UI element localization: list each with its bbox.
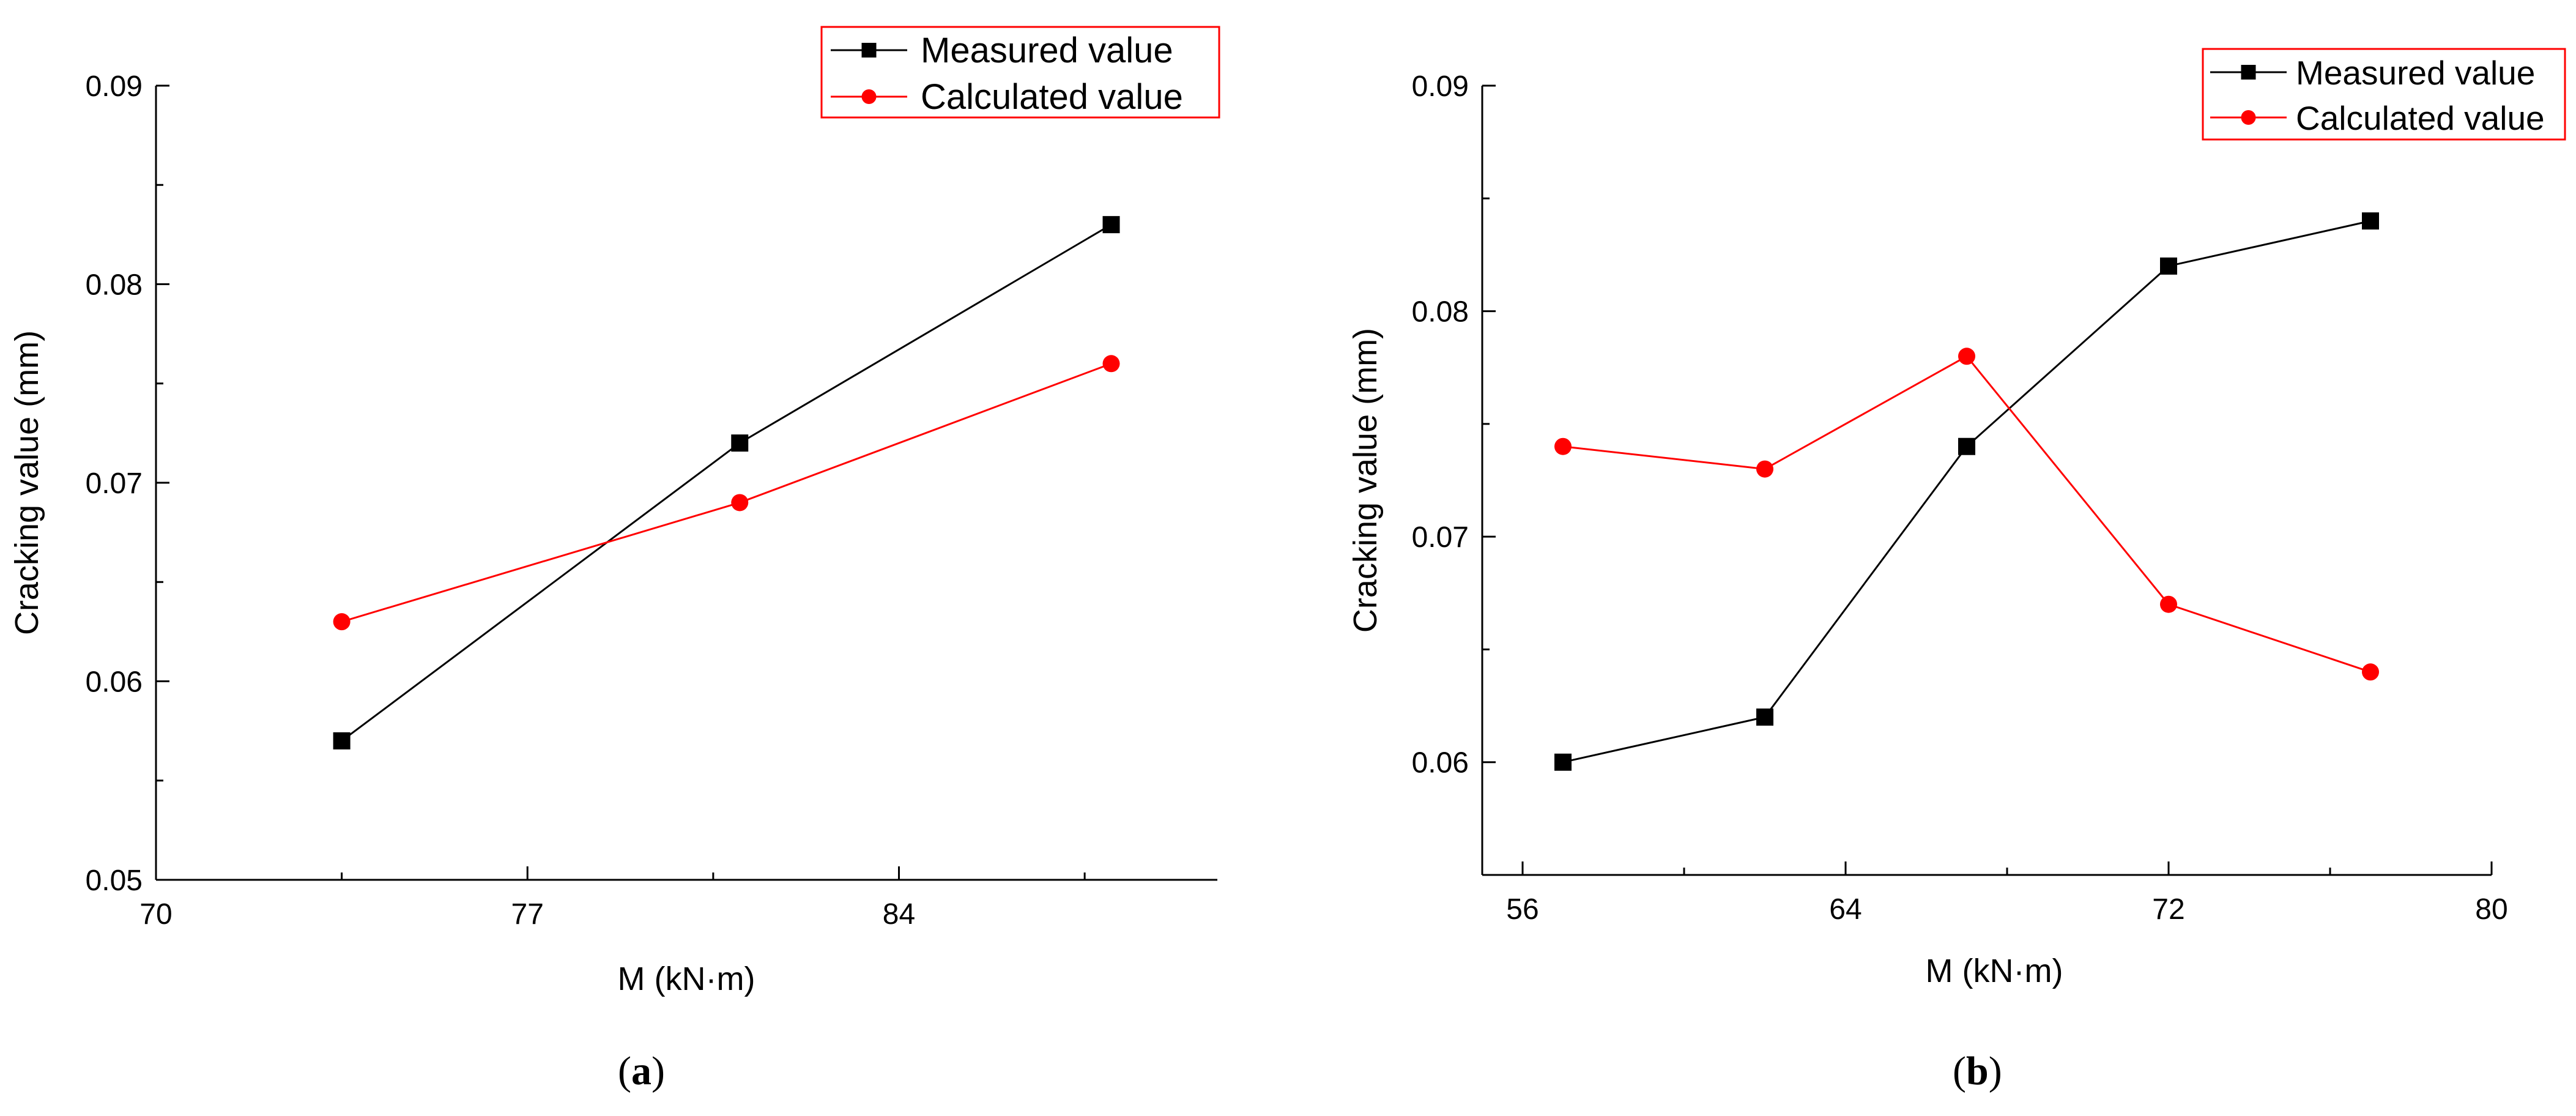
y-tick-label: 0.07 bbox=[86, 467, 143, 500]
series-line bbox=[341, 362, 1112, 623]
legend-label: Measured value bbox=[921, 31, 1173, 70]
series-line bbox=[341, 223, 1112, 742]
legend-label: Calculated value bbox=[921, 77, 1183, 117]
data-point bbox=[731, 494, 749, 511]
series-calculated-value bbox=[1554, 348, 2379, 681]
series-measured-value bbox=[1554, 212, 2379, 771]
data-point bbox=[2362, 663, 2379, 681]
x-tick-label: 64 bbox=[1829, 893, 1861, 926]
x-tick-label: 72 bbox=[2152, 893, 2184, 926]
y-tick-label: 0.08 bbox=[1412, 296, 1469, 329]
legend-marker bbox=[2241, 110, 2256, 125]
series-line bbox=[1562, 220, 2371, 764]
legend-frame bbox=[820, 26, 1220, 119]
data-point bbox=[1102, 355, 1120, 373]
x-tick-label: 80 bbox=[2475, 893, 2507, 926]
data-point bbox=[333, 613, 351, 631]
chart-panel-a: 0.05 0.06 0.07 0.08 0.09 70 77 84 M (kN·m) Cracki… bbox=[9, 26, 1220, 1093]
series-measured-value bbox=[333, 216, 1120, 750]
chart-panel-b: 0.06 0.07 0.08 0.09 56 64 72 80 M (kN·m) Cracking… bbox=[1347, 48, 2566, 1093]
y-tick-label: 0.06 bbox=[1412, 747, 1469, 779]
y-tick-label: 0.09 bbox=[86, 70, 143, 103]
data-point bbox=[1554, 437, 1572, 455]
panel-caption: (b) bbox=[1953, 1049, 2002, 1093]
legend-marker bbox=[861, 43, 877, 58]
y-tick-label: 0.07 bbox=[1412, 521, 1469, 554]
x-tick-label: 84 bbox=[883, 898, 915, 931]
y-tick-label: 0.05 bbox=[86, 865, 143, 897]
data-point bbox=[1554, 753, 1572, 771]
data-point bbox=[1756, 460, 1773, 478]
panel-caption: (a) bbox=[618, 1049, 665, 1093]
x-axis-title: M (kN·m) bbox=[1926, 953, 2063, 989]
y-axis-title: Cracking value (mm) bbox=[1347, 328, 1384, 633]
data-point bbox=[1958, 348, 1975, 365]
legend: Measured value Calculated value bbox=[2202, 48, 2566, 141]
legend-marker bbox=[861, 89, 877, 104]
data-point bbox=[2362, 212, 2379, 230]
data-point bbox=[2160, 595, 2177, 613]
data-point bbox=[1102, 216, 1120, 234]
series-calculated-value bbox=[333, 355, 1120, 631]
x-axis-title: M (kN·m) bbox=[618, 961, 755, 997]
series-line bbox=[1562, 355, 2371, 673]
legend-marker bbox=[2241, 65, 2256, 80]
legend-label: Calculated value bbox=[2296, 99, 2545, 137]
x-tick-label: 56 bbox=[1506, 893, 1539, 926]
y-tick-label: 0.06 bbox=[86, 666, 143, 699]
legend-frame bbox=[2202, 48, 2566, 141]
x-tick-label: 70 bbox=[139, 898, 172, 931]
y-tick-label: 0.08 bbox=[86, 269, 143, 302]
y-axis-title: Cracking value (mm) bbox=[9, 330, 45, 635]
data-point bbox=[333, 732, 351, 750]
y-tick-label: 0.09 bbox=[1412, 70, 1469, 103]
legend-label: Measured value bbox=[2296, 54, 2535, 92]
data-point bbox=[731, 434, 749, 452]
legend: Measured value Calculated value bbox=[820, 26, 1220, 119]
x-tick-label: 77 bbox=[511, 898, 544, 931]
data-point bbox=[1756, 709, 1773, 726]
data-point bbox=[2160, 257, 2177, 275]
data-point bbox=[1958, 437, 1975, 455]
